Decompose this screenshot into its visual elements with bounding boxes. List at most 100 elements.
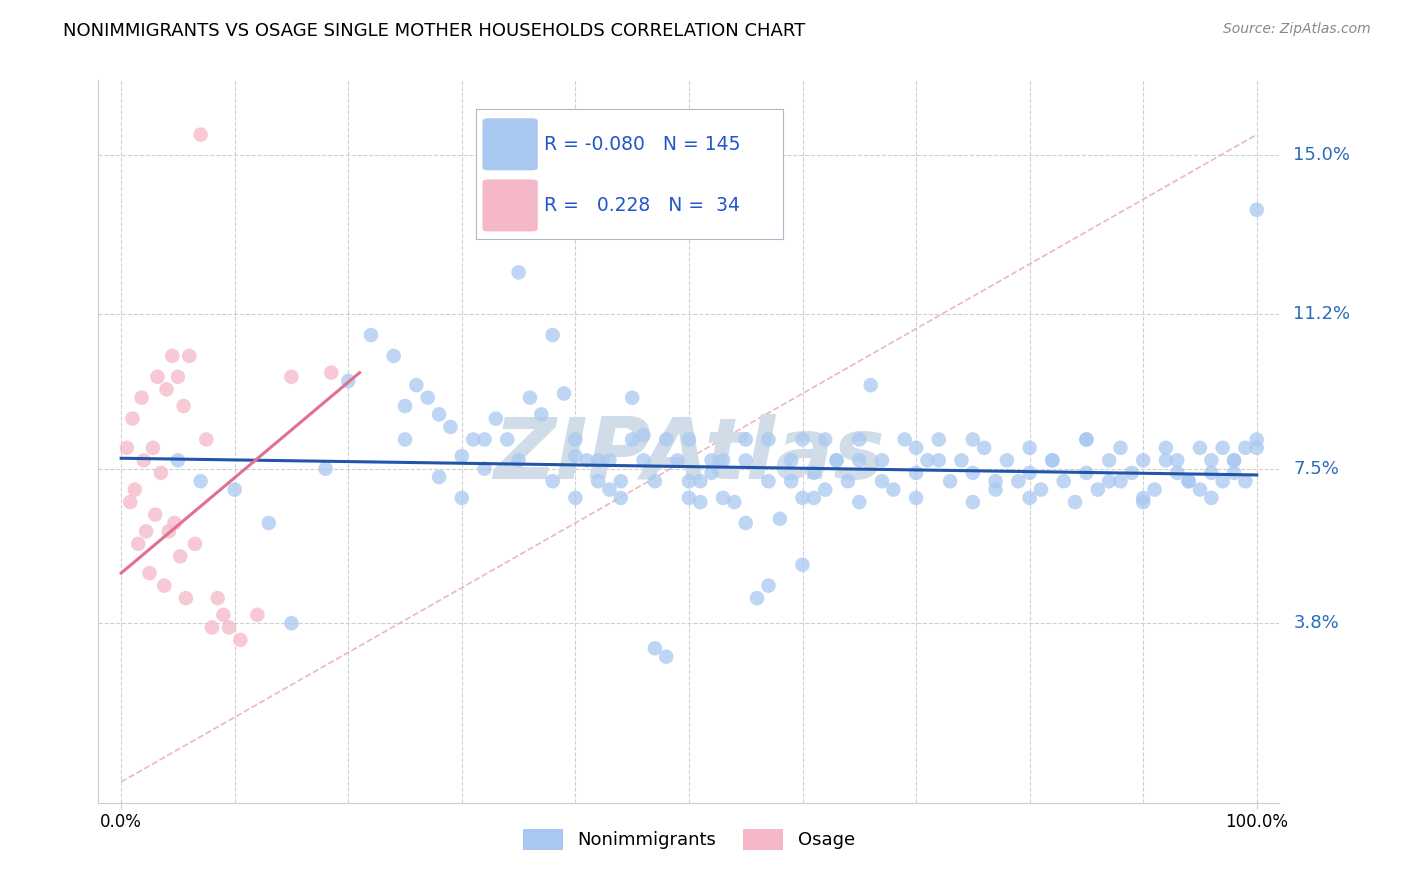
- Point: [1053, 474, 1076, 488]
- Point: [190, 128, 212, 142]
- Point: [169, 549, 191, 564]
- Point: [758, 579, 780, 593]
- Point: [780, 453, 803, 467]
- Point: [1223, 453, 1246, 467]
- Point: [1201, 466, 1223, 480]
- Point: [689, 474, 711, 488]
- Point: [655, 649, 678, 664]
- Text: 3.8%: 3.8%: [1294, 615, 1339, 632]
- Legend: Nonimmigrants, Osage: Nonimmigrants, Osage: [515, 820, 863, 859]
- Point: [734, 516, 756, 530]
- Point: [190, 474, 212, 488]
- Point: [1212, 474, 1234, 488]
- Point: [508, 453, 530, 467]
- Point: [1121, 466, 1143, 480]
- Point: [723, 495, 745, 509]
- Point: [792, 433, 814, 447]
- Point: [131, 391, 153, 405]
- Point: [280, 616, 302, 631]
- Point: [1234, 441, 1257, 455]
- Point: [218, 620, 240, 634]
- Point: [962, 433, 984, 447]
- Point: [1076, 466, 1098, 480]
- Point: [439, 420, 461, 434]
- Point: [633, 428, 655, 442]
- Point: [174, 591, 197, 606]
- Point: [917, 453, 939, 467]
- Point: [870, 453, 893, 467]
- Point: [496, 433, 519, 447]
- Point: [928, 433, 950, 447]
- Point: [530, 408, 553, 422]
- Point: [610, 491, 633, 505]
- Point: [257, 516, 280, 530]
- Point: [575, 453, 598, 467]
- Point: [1223, 466, 1246, 480]
- Point: [905, 466, 928, 480]
- Point: [644, 641, 666, 656]
- Point: [1154, 453, 1177, 467]
- Point: [1040, 453, 1063, 467]
- Point: [149, 466, 172, 480]
- Point: [142, 441, 165, 455]
- Point: [1132, 495, 1154, 509]
- Point: [984, 483, 1007, 497]
- Text: 11.2%: 11.2%: [1294, 305, 1351, 323]
- Point: [825, 453, 848, 467]
- Point: [184, 537, 207, 551]
- Point: [508, 265, 530, 279]
- Point: [124, 483, 146, 497]
- Point: [337, 374, 360, 388]
- Point: [1076, 433, 1098, 447]
- Point: [246, 607, 269, 622]
- Point: [837, 474, 859, 488]
- Point: [745, 591, 768, 606]
- Point: [905, 441, 928, 455]
- Point: [138, 566, 160, 580]
- Point: [655, 433, 678, 447]
- Point: [769, 512, 792, 526]
- Point: [1223, 453, 1246, 467]
- Point: [280, 369, 302, 384]
- Point: [157, 524, 180, 539]
- Point: [360, 328, 382, 343]
- Point: [564, 433, 586, 447]
- Point: [633, 453, 655, 467]
- Point: [803, 466, 825, 480]
- Point: [315, 461, 337, 475]
- Point: [167, 369, 190, 384]
- Point: [1246, 441, 1268, 455]
- Point: [163, 516, 186, 530]
- Point: [553, 386, 575, 401]
- Point: [870, 474, 893, 488]
- Point: [153, 579, 176, 593]
- Point: [1154, 441, 1177, 455]
- Point: [179, 349, 201, 363]
- Point: [780, 474, 803, 488]
- Point: [678, 433, 700, 447]
- Point: [1040, 453, 1063, 467]
- Point: [416, 391, 439, 405]
- Point: [427, 408, 450, 422]
- Point: [135, 524, 157, 539]
- Point: [1029, 483, 1052, 497]
- Point: [848, 433, 870, 447]
- Point: [474, 433, 496, 447]
- Point: [173, 399, 195, 413]
- Point: [621, 391, 644, 405]
- Point: [1234, 474, 1257, 488]
- Point: [814, 483, 837, 497]
- Text: 15.0%: 15.0%: [1294, 146, 1350, 164]
- Point: [598, 483, 620, 497]
- Point: [1087, 483, 1109, 497]
- Point: [450, 449, 472, 463]
- Point: [394, 399, 416, 413]
- Point: [1177, 474, 1199, 488]
- Point: [792, 558, 814, 572]
- Point: [143, 508, 166, 522]
- Point: [1098, 453, 1121, 467]
- Point: [1132, 453, 1154, 467]
- Point: [1188, 483, 1211, 497]
- Point: [1007, 474, 1029, 488]
- Point: [610, 474, 633, 488]
